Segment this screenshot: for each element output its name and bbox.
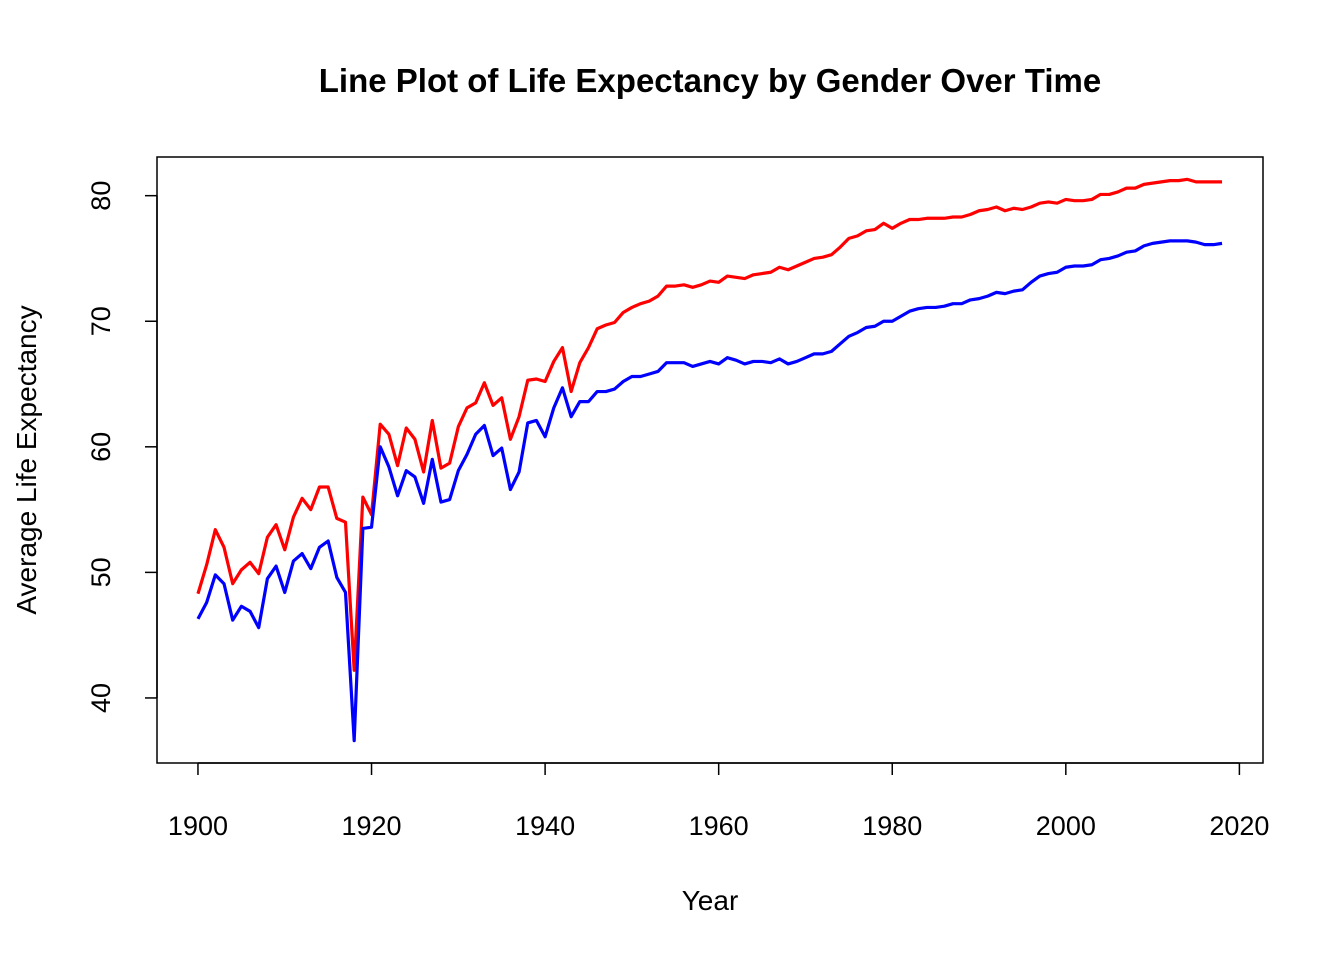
series-line [196,177,1223,672]
y-tick-label: 40 [86,683,116,713]
y-tick-label: 80 [86,181,116,211]
x-tick-label: 1900 [168,811,228,841]
x-tick-label: 1980 [862,811,922,841]
x-tick-label: 2000 [1036,811,1096,841]
y-tick-label: 50 [86,557,116,587]
x-axis-label: Year [682,885,739,916]
x-tick-label: 1920 [341,811,401,841]
plot-box [156,156,1264,764]
y-tick-label: 70 [86,306,116,336]
chart-title: Line Plot of Life Expectancy by Gender O… [319,62,1101,99]
series-line [196,239,1223,743]
y-axis-label: Average Life Expectancy [11,305,42,614]
x-tick-label: 1960 [689,811,749,841]
x-tick-label: 2020 [1209,811,1269,841]
y-tick-label: 60 [86,432,116,462]
x-tick-label: 1940 [515,811,575,841]
